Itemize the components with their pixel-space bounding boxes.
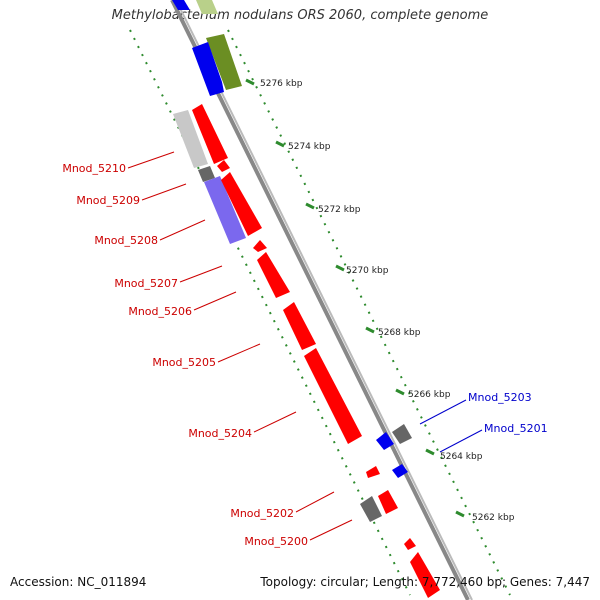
gene-mnod5205 xyxy=(283,302,316,350)
ruler-tick-label: 5274 kbp xyxy=(288,142,331,152)
gene-label-mnod5210: Mnod_5210 xyxy=(62,162,126,175)
gene-blue-upper xyxy=(192,42,224,96)
gene-label-mnod5203: Mnod_5203 xyxy=(468,391,532,404)
gene-label-mnod5200: Mnod_5200 xyxy=(244,535,308,548)
gene-olive xyxy=(206,34,242,90)
gene-lightgray xyxy=(173,110,208,168)
gene-gray-small xyxy=(198,166,215,182)
ruler-tick-label: 5262 kbp xyxy=(472,513,515,523)
ruler-tick xyxy=(455,510,465,518)
gene-mnod5209 xyxy=(217,160,230,172)
ruler-tick-label: 5272 kbp xyxy=(318,205,361,215)
ruler-tick-label: 5270 kbp xyxy=(346,266,389,276)
gene-mnod5206 xyxy=(257,252,290,298)
gene-top-lightgreen xyxy=(196,0,218,14)
ruler-tick xyxy=(365,326,375,334)
gene-label-mnod5201: Mnod_5201 xyxy=(484,422,548,435)
leader-mnod5208 xyxy=(159,219,206,241)
gene-mnod5202-gray xyxy=(360,496,382,522)
gene-mnod5201 xyxy=(392,464,408,478)
ruler-tick xyxy=(275,140,285,148)
ruler-tick-label: 5276 kbp xyxy=(260,79,303,89)
leader-mnod5207 xyxy=(179,265,223,283)
leader-mnod5200 xyxy=(309,519,353,541)
gene-mnod5208 xyxy=(221,172,262,236)
gene-lavender xyxy=(204,176,246,244)
leader-mnod5202 xyxy=(295,491,335,513)
gene-mnod5207 xyxy=(253,240,267,252)
leader-mnod5209 xyxy=(141,183,187,201)
ruler-track-inner xyxy=(129,29,411,596)
leader-mnod5205 xyxy=(217,343,261,363)
gene-label-mnod5202: Mnod_5202 xyxy=(230,507,294,520)
gene-mnod5203 xyxy=(376,432,394,450)
ruler-tick xyxy=(245,78,255,86)
genome-backbone-shadow xyxy=(175,0,473,600)
gene-top-blue xyxy=(172,0,190,10)
gene-label-mnod5209: Mnod_5209 xyxy=(76,194,140,207)
gene-bottom-red xyxy=(410,552,440,598)
leader-mnod5201 xyxy=(439,429,483,453)
gene-label-mnod5208: Mnod_5208 xyxy=(94,234,158,247)
ruler-tick-label: 5268 kbp xyxy=(378,328,421,338)
ruler-tick-label: 5266 kbp xyxy=(408,390,451,400)
leader-mnod5206 xyxy=(193,291,237,311)
ruler-tick xyxy=(395,388,405,396)
ruler-tick xyxy=(425,448,435,456)
genome-summary: Topology: circular; Length: 7,772,460 bp… xyxy=(260,575,590,589)
gene-mnod5202 xyxy=(378,490,398,514)
gene-mnod5204 xyxy=(304,348,362,444)
ruler-tick xyxy=(305,202,315,210)
leader-mnod5210 xyxy=(127,151,175,169)
gene-label-mnod5206: Mnod_5206 xyxy=(128,305,192,318)
gene-mnod5203-gray xyxy=(392,424,412,444)
gene-mnod5210 xyxy=(192,104,228,164)
ruler-track-outer xyxy=(227,29,511,596)
gene-small-red xyxy=(366,466,380,478)
accession-label: Accession: NC_011894 xyxy=(10,575,147,589)
gene-label-mnod5205: Mnod_5205 xyxy=(152,356,216,369)
leader-mnod5203 xyxy=(419,399,467,425)
ruler-tick-label: 5264 kbp xyxy=(440,452,483,462)
gene-mnod5200 xyxy=(404,538,416,550)
leader-mnod5204 xyxy=(253,411,297,433)
gene-label-mnod5204: Mnod_5204 xyxy=(188,427,252,440)
gene-label-mnod5207: Mnod_5207 xyxy=(114,277,178,290)
genome-backbone xyxy=(170,0,470,600)
ruler-tick xyxy=(335,264,345,272)
